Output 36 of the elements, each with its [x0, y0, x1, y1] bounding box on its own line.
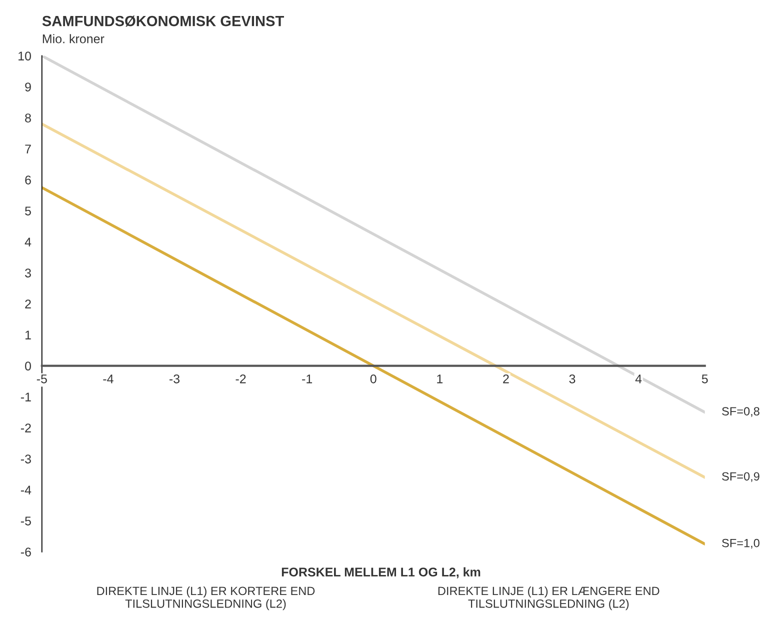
y-tick-label: 1	[25, 330, 31, 340]
y-tick-label: 10	[18, 52, 32, 60]
x-tick-label: 2	[503, 374, 509, 384]
chart-title: SAMFUNDSØKONOMISK GEVINST	[42, 16, 284, 27]
x-tick-label: 1	[437, 374, 443, 384]
series-label: SF=0,9	[722, 472, 760, 482]
x-tick-label: -4	[103, 374, 114, 384]
y-tick-label: -6	[20, 548, 31, 556]
y-tick-label: 5	[25, 206, 31, 216]
y-tick-label: 6	[25, 176, 31, 184]
y-tick-label: -4	[20, 486, 32, 494]
x-tick-label: 0	[370, 374, 376, 384]
x-tick-label: -2	[236, 374, 246, 384]
x-tick-label: -5	[36, 374, 47, 384]
y-tick-label: 9	[25, 82, 31, 92]
x-tick-label: 3	[569, 374, 576, 384]
y-tick-label: 7	[25, 144, 31, 154]
y-tick-label: 3	[25, 268, 31, 278]
text: DIREKTE LINJE (L1) ER KORTERE END TILSLUTNINGSLEDNING (L2)	[97, 586, 315, 610]
series-label: SF=1,0	[722, 538, 760, 549]
y-tick-label: -2	[20, 424, 31, 432]
chart-subtitle: Mio. kroner	[42, 34, 104, 44]
x-axis-title: FORSKEL MELLEM L1 OG L2, km	[282, 567, 480, 578]
y-tick-label: -5	[20, 516, 31, 526]
x-tick-label: 5	[702, 374, 708, 384]
y-tick-label: 0	[25, 362, 32, 370]
y-tick-label: 4	[24, 238, 32, 246]
y-tick-label: 8	[25, 114, 31, 122]
text: DIREKTE LINJE (L1) ER LÆNGERE END TILSLUTNINGSLEDNING (L2)	[438, 586, 660, 610]
y-tick-label: -1	[20, 392, 31, 402]
x-tick-label: -1	[302, 374, 312, 384]
series-label: SF=0,8	[722, 407, 760, 417]
x-tick-label: 4	[635, 374, 642, 384]
y-tick-label: -3	[20, 454, 31, 464]
x-tick-label: -3	[169, 374, 180, 384]
y-tick-label: 2	[25, 300, 31, 308]
